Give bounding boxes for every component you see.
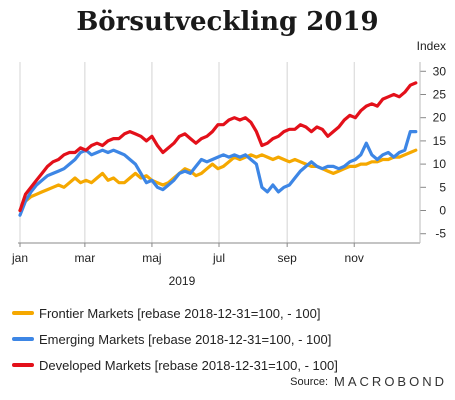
chart-plot: jan mar maj jul sep nov 2019 -5 0 5 10 15 20 25 30 Ind… [11,39,447,288]
legend-swatch-emerging [12,337,34,341]
legend-swatch-developed [12,363,34,367]
legend-swatch-frontier [12,311,34,315]
y-tick-label: 20 [433,111,447,125]
y-tick-label: -5 [435,227,446,241]
series-layer [18,81,418,217]
x-tick-label-jul: jul [212,251,225,265]
legend-item-frontier: Frontier Markets [rebase 2018-12-31=100,… [12,300,338,326]
legend-item-developed: Developed Markets [rebase 2018-12-31=100… [12,352,338,378]
series-line-developed [18,81,418,213]
y-tick-label: 25 [433,87,447,101]
series-line-frontier [18,148,418,213]
x-tick-label-nov: nov [345,251,364,265]
y-axis: -5 0 5 10 15 20 25 30 Index [417,39,447,243]
grid-layer [19,62,355,243]
legend-label-developed: Developed Markets [rebase 2018-12-31=100… [39,357,338,373]
y-tick-label: 5 [439,180,446,194]
x-axis-label: 2019 [169,274,196,288]
y-tick-label: 0 [439,204,446,218]
legend: Frontier Markets [rebase 2018-12-31=100,… [12,300,338,378]
y-axis-label: Index [417,39,446,53]
y-tick-label: 10 [433,157,447,171]
legend-label-emerging: Emerging Markets [rebase 2018-12-31=100,… [39,331,332,347]
source-label: Source: [290,375,329,388]
source-credit: Source: MACROBOND [290,374,447,389]
x-tick-label-maj: maj [142,251,161,265]
x-axis: jan mar maj jul sep nov 2019 [11,242,420,288]
y-tick-label: 30 [433,64,447,78]
x-tick-label-jan: jan [11,251,28,265]
y-tick-label: 15 [433,134,447,148]
legend-label-frontier: Frontier Markets [rebase 2018-12-31=100,… [39,305,321,321]
x-tick-label-sep: sep [277,251,297,265]
series-line-emerging [18,130,418,217]
source-brand-logo: MACROBOND [334,374,447,389]
x-tick-label-mar: mar [75,251,96,265]
chart-title: Börsutveckling 2019 [76,7,379,37]
legend-item-emerging: Emerging Markets [rebase 2018-12-31=100,… [12,326,338,352]
